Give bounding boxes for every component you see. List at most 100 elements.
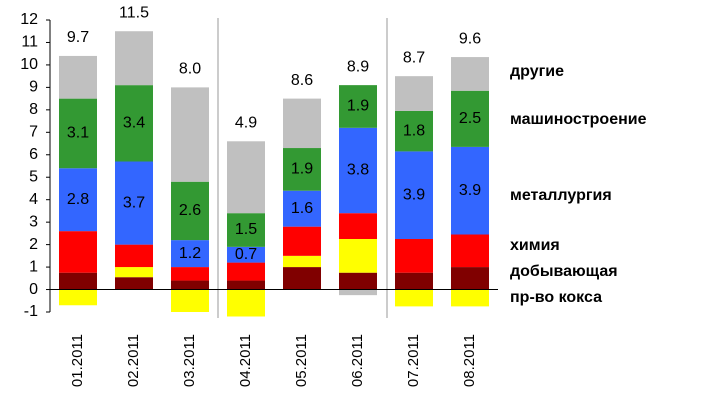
y-tick-label: 11	[21, 34, 38, 51]
bar-segment	[283, 267, 321, 290]
bar-segment	[339, 289, 377, 296]
y-tick-label: 8	[29, 101, 38, 118]
bar-segment	[115, 277, 153, 290]
data-label: 3.7	[123, 194, 145, 211]
bar-segment	[115, 267, 153, 278]
x-tick-label: 08.2011	[461, 334, 478, 387]
bar-segment	[451, 267, 489, 290]
bar-segment	[59, 55, 97, 99]
data-label: 3.4	[123, 115, 145, 132]
x-tick-label: 02.2011	[125, 334, 142, 387]
bar-segment	[171, 87, 209, 182]
bar-segment	[339, 213, 377, 239]
legend-label: пр-во кокса	[510, 289, 602, 306]
y-tick-label: 4	[29, 191, 38, 208]
bar-segment	[395, 239, 433, 273]
legend-label: химия	[510, 237, 560, 254]
y-tick-label: 0	[29, 281, 38, 298]
bar-segment	[451, 57, 489, 91]
x-tick-label: 04.2011	[237, 334, 254, 387]
legend-label: металлургия	[510, 187, 612, 204]
total-label: 8.0	[179, 61, 201, 78]
data-label: 1.8	[403, 122, 425, 139]
y-tick-label: 9	[29, 79, 38, 96]
data-label: 0.7	[235, 246, 257, 263]
y-tick-label: 6	[29, 146, 38, 163]
data-label: 2.8	[67, 191, 89, 208]
x-tick-label: 05.2011	[293, 334, 310, 387]
total-label: 8.7	[403, 49, 425, 66]
bar-segment	[227, 280, 265, 290]
bar-segment	[339, 85, 377, 128]
bar-segment	[59, 289, 97, 306]
bar-segment	[59, 272, 97, 290]
bar-segment	[451, 289, 489, 307]
data-label: 1.2	[179, 245, 201, 262]
y-tick-label: -1	[24, 303, 38, 320]
total-label: 8.9	[347, 58, 369, 75]
total-label: 9.6	[459, 30, 481, 47]
total-label: 11.5	[119, 4, 149, 21]
x-tick-label: 01.2011	[69, 334, 86, 387]
data-label: 1.9	[347, 98, 369, 115]
data-label: 3.9	[403, 186, 425, 203]
bar-segment	[395, 110, 433, 152]
bar-segment	[171, 267, 209, 281]
bar-segment	[395, 151, 433, 239]
bar-segment	[59, 98, 97, 169]
y-tick-label: 3	[29, 213, 38, 230]
bar-segment	[115, 31, 153, 86]
legend-label: добывающая	[510, 263, 618, 280]
bar-segment	[451, 90, 489, 147]
bar-segment	[395, 272, 433, 290]
bar-segment	[451, 146, 489, 235]
bar-segment	[395, 76, 433, 111]
bar-segment	[115, 85, 153, 162]
bar-segment	[115, 244, 153, 268]
y-tick-label: 5	[29, 168, 38, 185]
bar-segment	[59, 231, 97, 273]
bar-segment	[283, 148, 321, 191]
total-label: 4.9	[235, 115, 257, 132]
bar-segment	[171, 289, 209, 312]
bar-segment	[283, 190, 321, 227]
x-tick-label: 03.2011	[181, 334, 198, 387]
data-label: 3.8	[347, 162, 369, 179]
data-label: 3.9	[459, 182, 481, 199]
y-tick-label: 10	[20, 56, 38, 73]
y-tick-label: 12	[20, 11, 38, 28]
bar-segment	[227, 213, 265, 247]
total-label: 8.6	[291, 72, 313, 89]
legend-label: машиностроение	[510, 111, 647, 128]
bar-segment	[227, 246, 265, 263]
bar-segment	[395, 289, 433, 307]
bar-segment	[171, 181, 209, 241]
data-label: 1.6	[291, 200, 313, 217]
y-tick-label: 2	[29, 236, 38, 253]
x-tick-label: 06.2011	[349, 334, 366, 387]
bar-segment	[115, 161, 153, 245]
bar-segment	[283, 255, 321, 268]
y-tick-label: 1	[29, 258, 38, 275]
bar-segment	[339, 239, 377, 273]
bar-segment	[339, 127, 377, 214]
total-label: 9.7	[67, 29, 89, 46]
bar-segment	[227, 262, 265, 281]
data-label: 2.6	[179, 202, 201, 219]
bar-segment	[339, 272, 377, 290]
bar-segment	[283, 226, 321, 256]
bar-segment	[171, 240, 209, 268]
data-label: 1.9	[291, 161, 313, 178]
bar-segment	[59, 168, 97, 232]
y-tick-label: 7	[29, 124, 38, 141]
data-label: 2.5	[459, 110, 481, 127]
data-label: 1.5	[235, 221, 257, 238]
bar-segment	[171, 280, 209, 290]
bar-segment	[227, 141, 265, 214]
bar-segment	[283, 98, 321, 149]
legend-label: другие	[510, 63, 564, 80]
bar-segment	[451, 234, 489, 268]
x-tick-label: 07.2011	[405, 334, 422, 387]
data-label: 3.1	[67, 125, 89, 142]
